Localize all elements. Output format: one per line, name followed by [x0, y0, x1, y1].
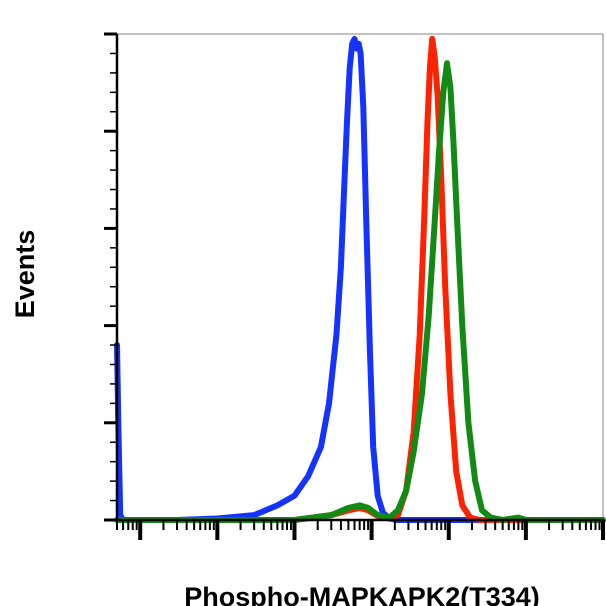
x-axis-title: Phospho-MAPKAPK2(T334) [184, 582, 540, 606]
series-line-3 [114, 60, 606, 523]
plot-frame [116, 33, 604, 521]
axis-ticks [104, 32, 605, 540]
y-axis-title: Events [10, 230, 40, 319]
series-line-1 [114, 35, 606, 523]
series-line-2 [114, 35, 606, 523]
series-layer [114, 35, 606, 523]
